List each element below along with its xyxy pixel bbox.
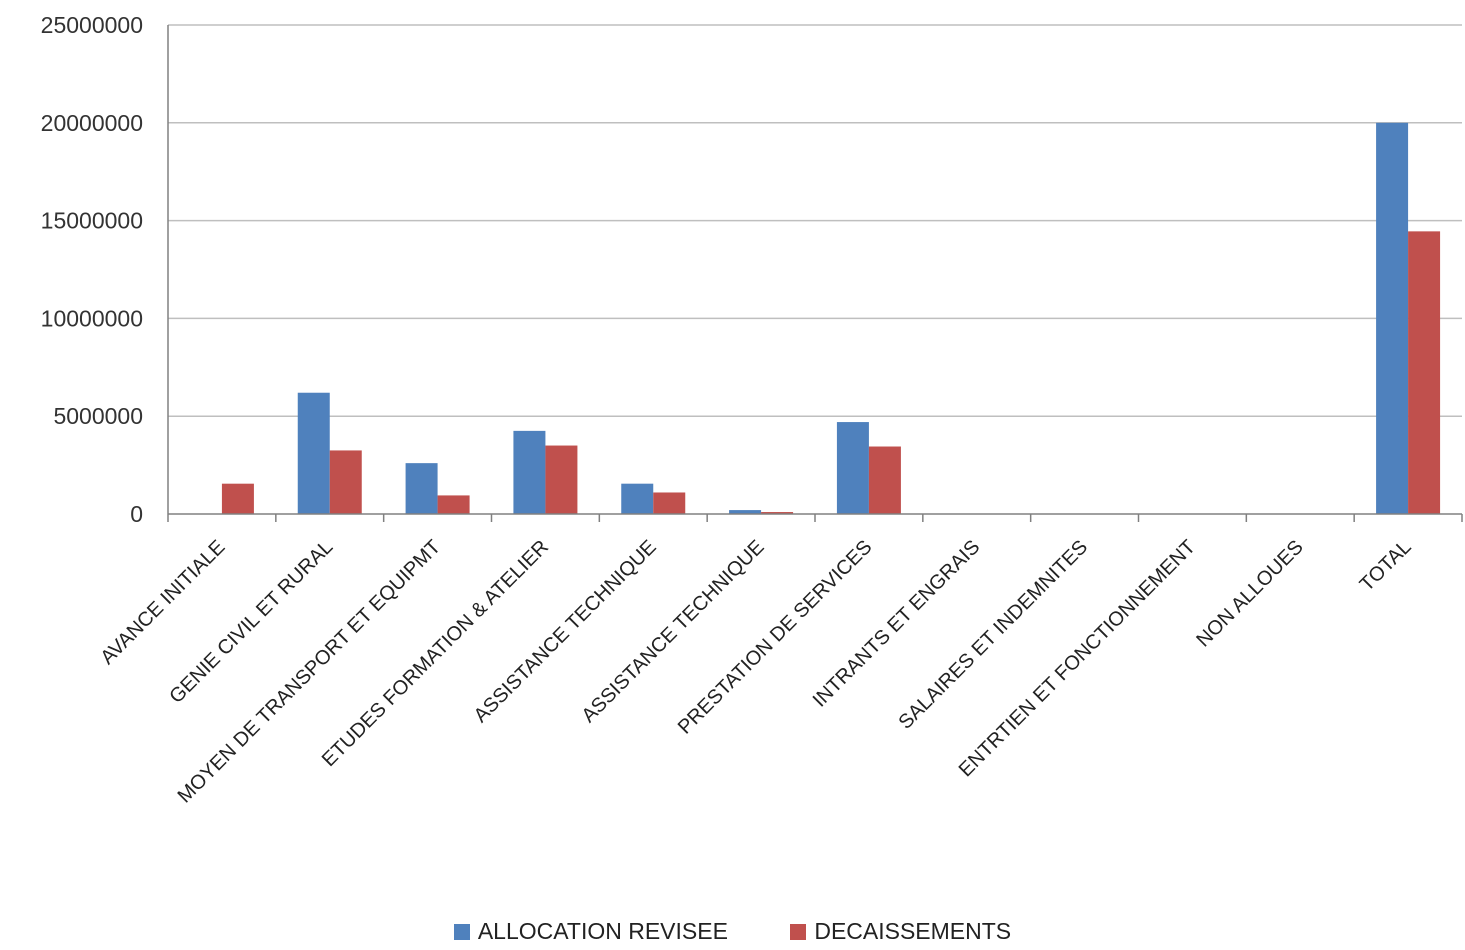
bar-allocation-revisee <box>405 463 438 514</box>
bars <box>221 122 1441 515</box>
bar-allocation-revisee <box>729 510 762 514</box>
bar-allocation-revisee <box>836 422 869 514</box>
y-tick-label: 10000000 <box>41 305 143 331</box>
x-category-label: ENTRTIEN ET FONCTIONNEMENT <box>955 536 1200 781</box>
bar-decaissements <box>437 495 470 514</box>
legend-item-allocation: ALLOCATION REVISEE <box>453 918 728 945</box>
bar-allocation-revisee <box>1376 122 1409 515</box>
y-axis-tick-labels: 0 5000000 10000000 15000000 20000000 25000000 <box>41 12 143 527</box>
legend-swatch-decaissements <box>790 923 807 940</box>
bar-decaissements <box>329 450 362 514</box>
gridlines <box>168 24 1462 417</box>
y-tick-label: 5000000 <box>53 403 143 429</box>
bar-decaissements <box>653 492 686 514</box>
y-tick-label: 15000000 <box>41 208 143 234</box>
legend: ALLOCATION REVISEE DECAISSEMENTS <box>0 918 1465 946</box>
x-category-label: ASSISTANCE TECHNIQUE <box>578 536 769 727</box>
y-tick-label: 25000000 <box>41 12 143 38</box>
x-category-label: NON ALLOUES <box>1192 536 1307 651</box>
bar-allocation-revisee <box>297 392 330 514</box>
bar-allocation-revisee <box>621 483 654 514</box>
bar-allocation-revisee <box>513 430 546 514</box>
legend-label-decaissements: DECAISSEMENTS <box>814 918 1012 944</box>
legend-swatch-allocation <box>453 923 470 940</box>
bar-decaissements <box>761 512 794 514</box>
x-category-label: SALAIRES ET INDEMNITES <box>894 536 1092 734</box>
bar-decaissements <box>221 483 254 514</box>
y-tick-label: 20000000 <box>41 110 143 136</box>
x-category-label: TOTAL <box>1356 536 1416 596</box>
legend-item-decaissements: DECAISSEMENTS <box>790 918 1011 945</box>
axes <box>167 25 1463 522</box>
bar-decaissements <box>545 445 578 514</box>
bar-decaissements <box>1408 231 1441 514</box>
legend-label-allocation: ALLOCATION REVISEE <box>477 918 728 944</box>
x-category-label: PRESTATION DE SERVICES <box>674 536 877 739</box>
x-category-label: ETUDES FORMATION & ATELIER <box>318 536 553 771</box>
y-tick-label: 0 <box>130 501 143 527</box>
x-category-label: ASSISTANCE TECHNIQUE <box>470 536 661 727</box>
bar-decaissements <box>868 446 901 514</box>
